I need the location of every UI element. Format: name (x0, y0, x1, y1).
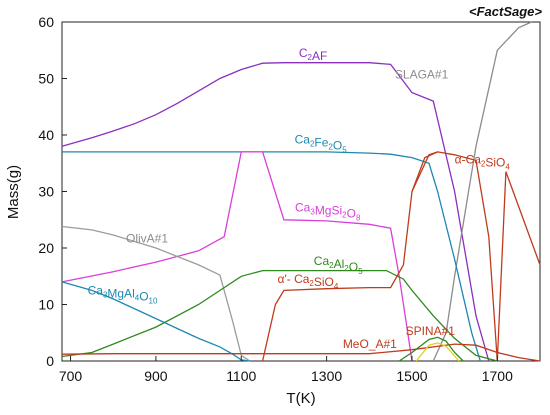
series-line-meo-a-1 (61, 343, 541, 362)
series-label: OlivA#1 (126, 231, 168, 245)
series-line-spina-1-yellow (415, 342, 460, 362)
series-line-ca2al2o5 (61, 269, 498, 362)
series-line-ca3mgal4o10 (61, 281, 250, 362)
series-labels: C2AF SLAGA#1 Ca2Fe2O5 α-Ca2SiO4 Ca3MgSi2O8 Ol… (88, 46, 511, 351)
factsage-watermark: <FactSage> (469, 4, 542, 19)
x-tick-label: 1300 (311, 368, 342, 384)
x-tick-label: 1500 (396, 368, 427, 384)
series-line-spina-1 (398, 336, 464, 362)
y-tick-label: 30 (38, 184, 54, 200)
y-axis-ticks: 0 10 20 30 40 50 60 (38, 14, 67, 369)
series-line-ca2fe2o5 (62, 151, 481, 362)
series-layer (61, 21, 541, 362)
series-line-ca3mgsi2o8 (61, 151, 413, 362)
x-tick-label: 700 (59, 368, 83, 384)
series-label: α'- Ca2SiO4 (278, 272, 339, 291)
y-axis-label: Mass(g) (5, 165, 22, 219)
y-tick-label: 10 (38, 297, 54, 313)
series-label: Ca3MgSi2O8 (295, 200, 361, 222)
series-label: Ca2Fe2O5 (295, 132, 348, 154)
series-label: SLAGA#1 (395, 68, 449, 82)
y-tick-label: 50 (38, 71, 54, 87)
series-label: SPINA#1 (406, 324, 456, 338)
series-label: C2AF (299, 46, 327, 63)
series-line-slaga-1 (432, 21, 532, 362)
y-tick-label: 0 (46, 353, 54, 369)
series-label: Ca2Al2O5 (314, 254, 363, 276)
series-line--ca2sio4 (261, 151, 438, 362)
y-tick-label: 60 (38, 14, 54, 30)
x-axis-ticks: 700 900 1100 1300 1500 1700 (59, 356, 513, 384)
series-label: Ca3MgAl4O10 (88, 283, 158, 305)
x-tick-label: 900 (144, 368, 168, 384)
y-tick-label: 40 (38, 127, 54, 143)
series-line-oliva-1 (61, 225, 251, 362)
series-line-c2af (61, 62, 490, 362)
x-tick-label: 1700 (482, 368, 513, 384)
series-label: MeO_A#1 (343, 337, 397, 351)
x-tick-label: 1100 (226, 368, 256, 384)
series-label: α-Ca2SiO4 (455, 152, 511, 171)
x-axis-label: T(K) (286, 390, 315, 407)
y-tick-label: 20 (38, 240, 54, 256)
